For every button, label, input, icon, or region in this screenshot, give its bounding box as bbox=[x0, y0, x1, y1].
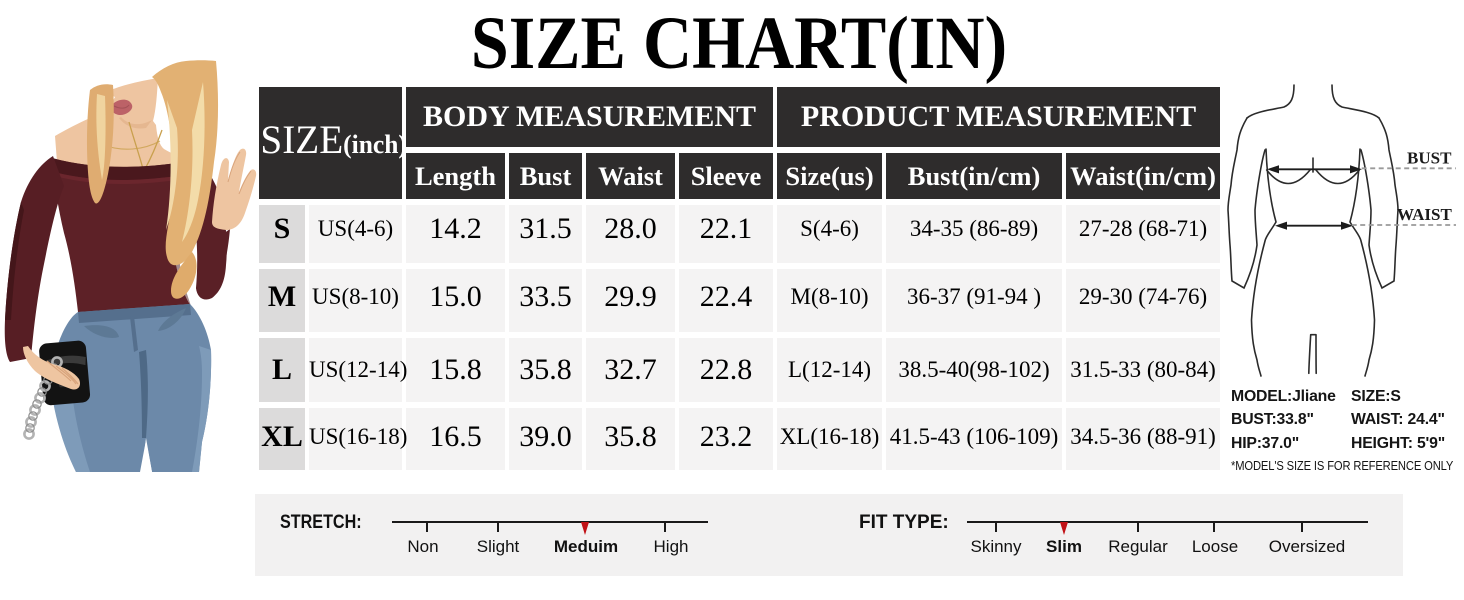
svg-text:BUST: BUST bbox=[1407, 149, 1452, 168]
svg-text:WAIST: WAIST bbox=[1397, 205, 1452, 224]
